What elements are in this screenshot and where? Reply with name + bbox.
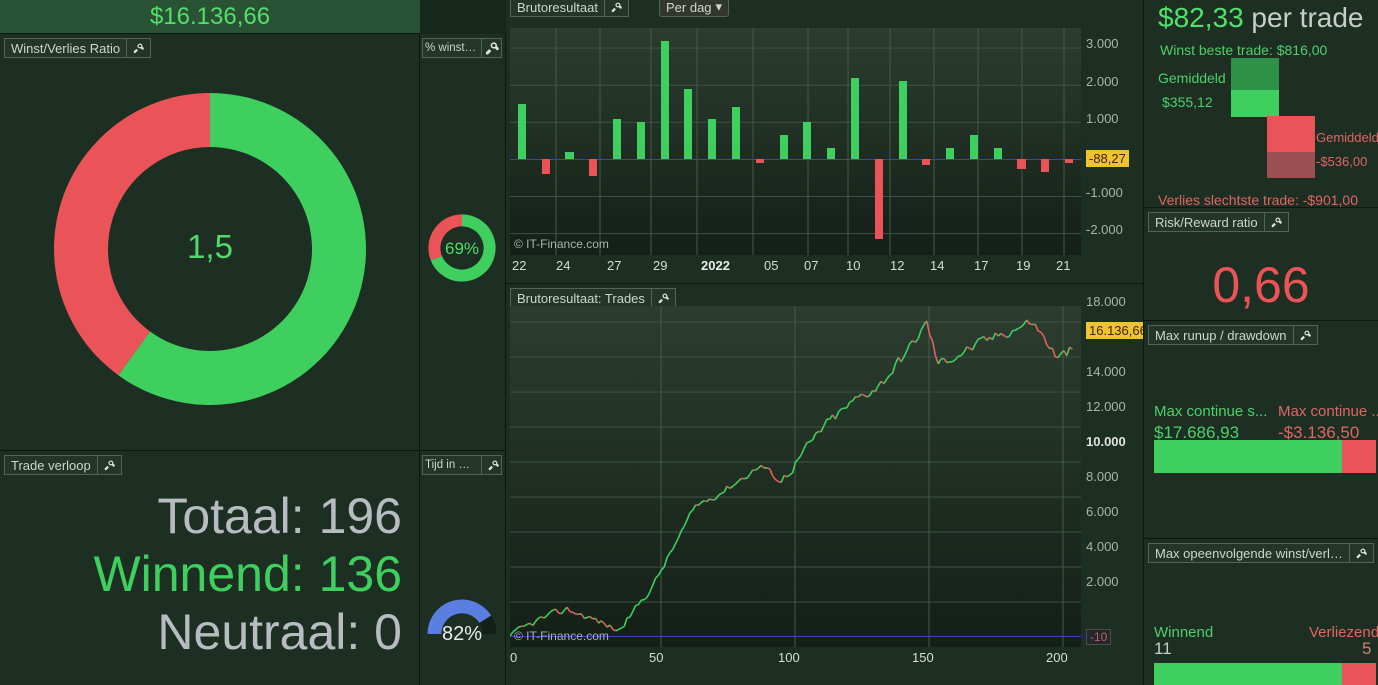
svg-text:69%: 69% bbox=[445, 239, 479, 258]
svg-text:1,5: 1,5 bbox=[187, 228, 233, 265]
svg-text:82%: 82% bbox=[442, 623, 482, 645]
